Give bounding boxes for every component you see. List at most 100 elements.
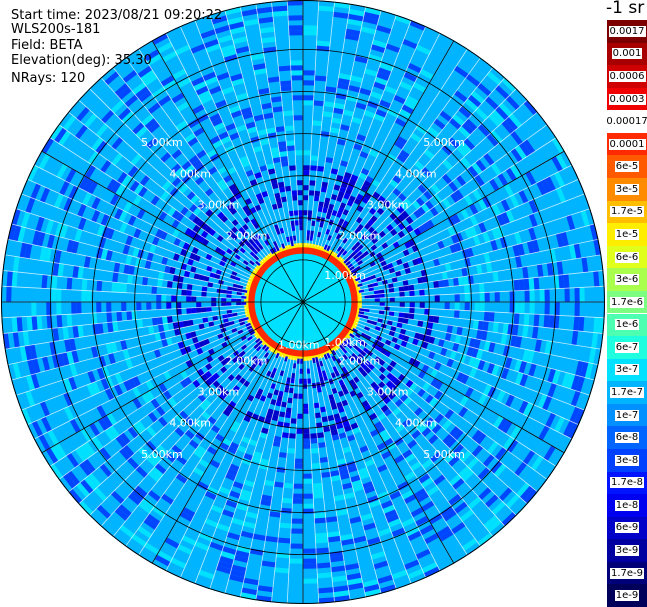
radar-gate: [419, 302, 425, 309]
radar-gate: [227, 16, 244, 25]
radar-gate: [291, 518, 303, 524]
radar-gate: [333, 107, 344, 115]
radar-gate: [371, 179, 381, 188]
radar-gate: [143, 74, 158, 87]
radar-gate: [292, 498, 303, 504]
radar-gate: [326, 352, 332, 359]
radar-gate: [313, 100, 325, 107]
radar-gate: [142, 276, 149, 286]
radar-gate: [445, 437, 457, 449]
radar-gate: [390, 325, 397, 332]
radar-gate: [151, 286, 157, 295]
radar-gate: [360, 350, 367, 357]
radar-gate: [444, 302, 450, 310]
radar-gate: [460, 156, 472, 169]
colorbar-label: 1.7e-8: [609, 477, 645, 489]
radar-gate: [319, 406, 327, 413]
radar-gate: [171, 209, 181, 220]
radar-gate: [156, 294, 162, 302]
radar-gate: [418, 473, 431, 484]
radar-gate: [405, 526, 420, 537]
radar-gate: [458, 126, 471, 139]
radar-gate: [460, 208, 470, 220]
radar-gate: [214, 433, 225, 443]
radar-gate: [122, 69, 138, 83]
radar-gate: [442, 159, 453, 171]
radar-gate: [198, 274, 205, 281]
radar-gate: [180, 370, 189, 380]
radar-gate: [296, 428, 303, 434]
colorbar-level: 0.0003: [607, 87, 647, 111]
ray-line: [354, 324, 580, 426]
radar-gate: [278, 146, 288, 152]
radar-gate: [331, 349, 337, 356]
ray-line: [224, 10, 289, 248]
azimuth-spoke: [302, 40, 455, 303]
radar-gate: [170, 163, 182, 174]
radar-gate: [160, 75, 175, 87]
radar-gate: [272, 10, 288, 17]
radar-gate: [251, 361, 258, 369]
colorbar-label: 3e-6: [614, 274, 640, 286]
radar-gate: [160, 152, 172, 163]
radar-gate: [241, 436, 251, 444]
radar-gate: [430, 452, 442, 463]
radar-gate: [303, 185, 310, 191]
radar-gate: [574, 302, 580, 317]
radar-gate: [272, 440, 281, 447]
radar-gate: [509, 302, 515, 314]
radar-gate: [505, 209, 515, 223]
radar-gate: [501, 211, 511, 225]
radar-gate: [303, 478, 313, 484]
radar-gate: [251, 355, 258, 362]
radar-gate: [373, 421, 383, 430]
radar-gate: [269, 511, 281, 518]
radar-gate: [271, 203, 278, 210]
radar-gate: [259, 458, 270, 466]
radar-gate: [450, 234, 459, 244]
radar-gate: [516, 482, 530, 498]
radar-gate: [464, 118, 478, 131]
radar-gate: [571, 330, 579, 346]
radar-gate: [396, 322, 403, 329]
radar-gate: [263, 239, 270, 246]
radar-gate: [556, 261, 564, 276]
radar-gate: [66, 351, 75, 365]
radar-gate: [417, 320, 424, 328]
radar-gate: [423, 149, 435, 160]
radar-gate: [161, 316, 168, 325]
radar-gate: [241, 587, 258, 596]
radar-gate: [490, 239, 498, 252]
radar-gate: [205, 43, 221, 53]
radar-gate: [427, 126, 440, 138]
radar-gate: [271, 152, 280, 159]
radar-gate: [146, 455, 158, 467]
radar-gate: [421, 477, 434, 488]
radar-gate: [288, 15, 303, 21]
ray-line: [308, 1, 335, 246]
ray-line: [7, 238, 248, 291]
radar-gate: [350, 174, 359, 182]
radar-gate: [288, 387, 294, 394]
azimuth-spoke: [151, 301, 304, 564]
radar-gate: [412, 338, 419, 346]
ray-line: [11, 316, 249, 381]
radar-gate: [56, 289, 62, 302]
radar-gate: [100, 377, 110, 391]
radar-gate: [382, 396, 392, 405]
radar-gate: [175, 473, 188, 484]
radar-gate: [537, 394, 548, 409]
radar-gate: [415, 44, 431, 56]
radar-gate: [105, 342, 113, 355]
radar-gate: [441, 173, 453, 185]
radar-gate: [287, 448, 296, 454]
range-label: 2.00km: [226, 354, 268, 367]
radar-gate: [313, 492, 324, 499]
radar-gate: [102, 415, 113, 429]
radar-gate: [164, 265, 171, 274]
radar-gate: [62, 473, 77, 489]
radar-gate: [373, 560, 389, 570]
azimuth-spokes: [1, 0, 605, 604]
radar-gate: [578, 316, 585, 332]
radar-gate: [341, 366, 348, 373]
